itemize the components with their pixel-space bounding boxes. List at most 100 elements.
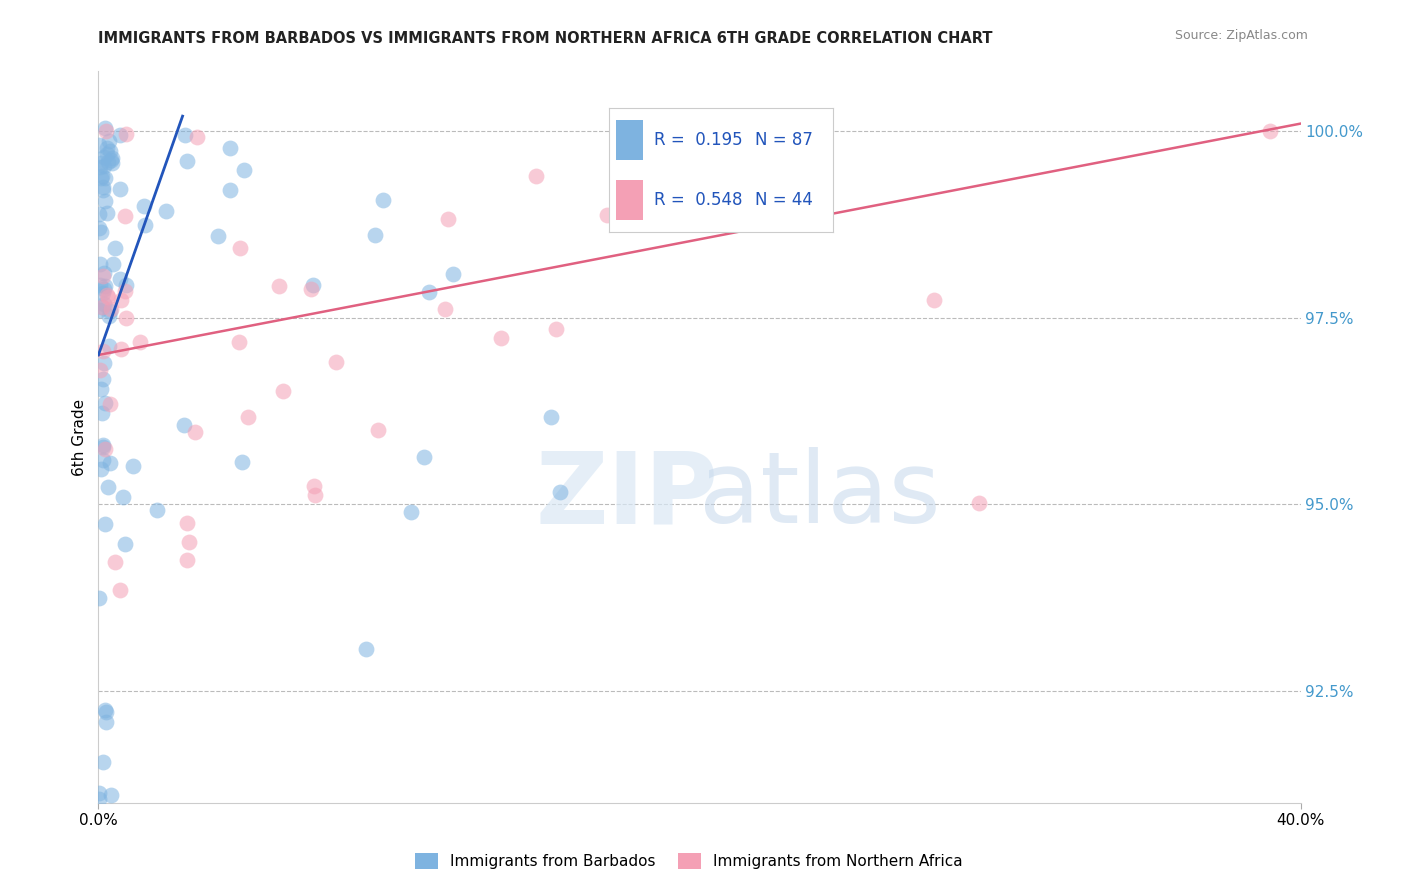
Point — [91, 343, 114, 358]
Bar — [616, 180, 643, 219]
Point — [89, 220, 111, 235]
Point — [155, 204, 177, 219]
Point — [184, 425, 207, 439]
Point — [179, 534, 201, 549]
Point — [100, 153, 122, 167]
Point — [98, 304, 121, 318]
Point — [176, 153, 198, 168]
Point — [94, 278, 117, 293]
Point — [87, 207, 110, 221]
Text: ZIP: ZIP — [536, 447, 718, 544]
Point — [354, 641, 377, 656]
Point — [94, 705, 117, 719]
Point — [1260, 124, 1282, 138]
Point — [98, 457, 121, 471]
Point — [173, 417, 195, 432]
Point — [91, 756, 114, 770]
Point — [97, 310, 120, 324]
Point — [94, 442, 117, 456]
Text: IMMIGRANTS FROM BARBADOS VS IMMIGRANTS FROM NORTHERN AFRICA 6TH GRADE CORRELATIO: IMMIGRANTS FROM BARBADOS VS IMMIGRANTS F… — [98, 31, 993, 46]
Point — [186, 130, 208, 145]
Point — [596, 208, 619, 222]
Point — [110, 293, 132, 307]
Point — [134, 219, 156, 233]
Point — [104, 555, 127, 569]
Text: atlas: atlas — [699, 447, 941, 544]
Point — [87, 138, 110, 153]
Point — [364, 227, 387, 242]
Point — [90, 462, 112, 476]
Point — [302, 277, 325, 292]
Point — [93, 171, 115, 186]
Point — [418, 285, 440, 299]
Point — [108, 128, 131, 142]
Point — [546, 322, 568, 336]
Point — [94, 396, 117, 410]
Point — [121, 458, 143, 473]
Point — [104, 241, 127, 255]
Point — [94, 124, 117, 138]
Point — [98, 145, 121, 159]
Point — [231, 455, 253, 469]
Point — [91, 437, 114, 451]
Point — [91, 300, 114, 314]
Point — [94, 714, 117, 729]
Point — [176, 552, 198, 566]
Point — [100, 301, 122, 316]
Point — [97, 290, 120, 304]
Point — [89, 302, 111, 317]
Point — [93, 121, 115, 136]
Y-axis label: 6th Grade: 6th Grade — [72, 399, 87, 475]
Point — [176, 516, 198, 530]
Point — [174, 128, 197, 143]
Point — [115, 127, 138, 141]
Text: R =  0.548: R = 0.548 — [654, 191, 742, 209]
Point — [218, 183, 240, 197]
Point — [93, 282, 115, 296]
Point — [93, 183, 115, 197]
Point — [90, 406, 112, 420]
Point — [94, 516, 117, 531]
Point — [89, 277, 111, 292]
Point — [93, 266, 115, 280]
Point — [91, 301, 114, 315]
Point — [114, 537, 136, 551]
Point — [96, 287, 118, 301]
Point — [100, 156, 122, 170]
Point — [90, 382, 112, 396]
Point — [87, 792, 110, 806]
Point — [90, 171, 112, 186]
Point — [91, 453, 114, 467]
Point — [441, 267, 464, 281]
Point — [271, 384, 294, 398]
Point — [91, 179, 114, 194]
Point — [93, 285, 115, 300]
Point — [90, 169, 112, 184]
Text: R =  0.195: R = 0.195 — [654, 131, 742, 149]
Point — [299, 282, 322, 296]
Point — [922, 293, 945, 307]
Point — [967, 496, 990, 510]
Point — [93, 194, 115, 209]
Point — [98, 397, 121, 411]
Point — [325, 355, 347, 369]
Point — [108, 272, 131, 286]
Point — [110, 342, 132, 356]
Point — [101, 151, 124, 165]
Text: Source: ZipAtlas.com: Source: ZipAtlas.com — [1174, 29, 1308, 42]
Point — [96, 205, 118, 219]
Point — [90, 156, 112, 170]
Point — [433, 302, 456, 317]
Point — [108, 582, 131, 597]
Point — [87, 786, 110, 800]
Point — [96, 146, 118, 161]
Text: N = 44: N = 44 — [755, 191, 813, 209]
Point — [229, 241, 252, 255]
Point — [754, 160, 776, 174]
Point — [93, 297, 115, 311]
Point — [98, 339, 121, 353]
Point — [302, 479, 325, 493]
Point — [89, 257, 111, 271]
Point — [91, 268, 114, 283]
Point — [97, 480, 120, 494]
